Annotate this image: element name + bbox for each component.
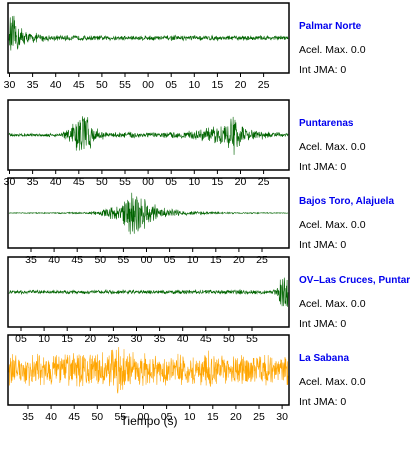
station-name: Puntarenas	[299, 118, 354, 129]
x-tick-label: 10	[187, 254, 199, 266]
x-tick-label: 10	[188, 176, 200, 188]
waveform-trace	[8, 116, 289, 155]
x-tick-label: 00	[142, 176, 154, 188]
panel-frame	[7, 177, 290, 249]
waveform-trace	[8, 277, 289, 307]
x-tick-label: 45	[200, 333, 212, 345]
x-tick-label: 10	[184, 411, 196, 423]
x-tick-label: 50	[223, 333, 235, 345]
x-tick-label: 25	[108, 333, 120, 345]
station-name: Palmar Norte	[299, 21, 362, 32]
x-axis-label: Tiempo (s)	[120, 414, 178, 428]
x-tick-label: 50	[96, 79, 108, 91]
x-tick-label: 05	[161, 411, 173, 423]
x-tick-label: 20	[233, 254, 245, 266]
x-tick-label: 55	[246, 333, 258, 345]
max-acceleration: Acel. Max. 0.0	[299, 44, 366, 56]
jma-intensity: Int JMA: 0	[299, 161, 347, 173]
x-tick-label: 50	[94, 254, 106, 266]
x-tick-label: 50	[96, 176, 108, 188]
jma-intensity: Int JMA: 0	[299, 318, 347, 330]
x-tick-label: 50	[91, 411, 103, 423]
x-tick-label: 00	[142, 79, 154, 91]
panel-frame	[7, 334, 290, 406]
x-tick-label: 05	[164, 254, 176, 266]
x-tick-label: 30	[276, 411, 288, 423]
x-tick-label: 55	[119, 79, 131, 91]
x-tick-label: 40	[50, 79, 62, 91]
x-tick-label: 35	[25, 254, 37, 266]
x-tick-label: 40	[50, 176, 62, 188]
x-tick-label: 10	[38, 333, 50, 345]
x-tick-label: 35	[154, 333, 166, 345]
x-tick-label: 00	[138, 411, 150, 423]
x-tick-label: 20	[84, 333, 96, 345]
x-tick-label: 10	[188, 79, 200, 91]
x-tick-label: 55	[118, 254, 130, 266]
x-tick-label: 20	[230, 411, 242, 423]
x-tick-label: 15	[61, 333, 73, 345]
jma-intensity: Int JMA: 0	[299, 64, 347, 76]
x-tick-label: 15	[210, 254, 222, 266]
x-tick-label: 30	[131, 333, 143, 345]
x-tick-label: 05	[165, 79, 177, 91]
panel-3: 05 10 15 20 25 30 35 40 45 50 55	[7, 256, 290, 345]
x-tick-label: 20	[235, 176, 247, 188]
waveform-trace	[8, 192, 289, 235]
x-tick-label: 45	[73, 176, 85, 188]
x-tick-label: 20	[235, 79, 247, 91]
x-tick-label: 25	[258, 79, 270, 91]
x-tick-label: 35	[27, 176, 39, 188]
x-tick-label: 45	[68, 411, 80, 423]
x-tick-label: 05	[165, 176, 177, 188]
x-tick-label: 40	[48, 254, 60, 266]
x-tick-label: 55	[115, 411, 127, 423]
max-acceleration: Acel. Max. 0.0	[299, 219, 366, 231]
x-tick-label: 25	[258, 176, 270, 188]
panel-2: 35 40 45 50 55 00 05 10 15 20 25	[7, 177, 290, 266]
x-tick-label: 45	[71, 254, 83, 266]
waveform-trace	[8, 346, 289, 394]
x-tick-label: 45	[73, 79, 85, 91]
max-acceleration: Acel. Max. 0.0	[299, 376, 366, 388]
max-acceleration: Acel. Max. 0.0	[299, 298, 366, 310]
x-tick-label: 55	[119, 176, 131, 188]
panel-4: 35 40 45 50 55 00 05 10 15 20 25 30	[7, 334, 290, 423]
station-name: La Sabana	[299, 353, 350, 364]
x-tick-label: 30	[4, 176, 16, 188]
jma-intensity: Int JMA: 0	[299, 396, 347, 408]
panel-1: 30 35 40 45 50 55 00 05 10 15 20 25	[4, 99, 290, 188]
panel-frame	[7, 256, 290, 328]
station-name: OV–Las Cruces, Puntarenas	[299, 275, 410, 286]
x-tick-label: 30	[4, 79, 16, 91]
x-tick-label: 15	[212, 176, 224, 188]
panel-0: 30 35 40 45 50 55 00 05 10 15 20 25	[4, 2, 290, 91]
station-name: Bajos Toro, Alajuela	[299, 196, 395, 207]
x-tick-label: 00	[141, 254, 153, 266]
x-tick-label: 15	[207, 411, 219, 423]
x-tick-label: 40	[177, 333, 189, 345]
x-tick-label: 05	[15, 333, 27, 345]
x-tick-label: 25	[253, 411, 265, 423]
x-tick-label: 40	[45, 411, 57, 423]
waveform-trace	[8, 15, 289, 51]
x-tick-label: 25	[256, 254, 268, 266]
x-tick-label: 35	[27, 79, 39, 91]
x-tick-label: 15	[212, 79, 224, 91]
max-acceleration: Acel. Max. 0.0	[299, 141, 366, 153]
jma-intensity: Int JMA: 0	[299, 239, 347, 251]
x-tick-label: 35	[22, 411, 34, 423]
